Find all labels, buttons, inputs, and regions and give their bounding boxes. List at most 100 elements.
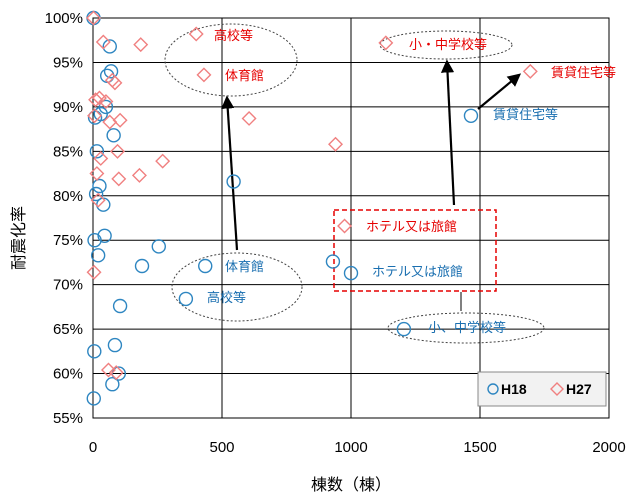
ellipse-h18-taiikukan-koukou bbox=[171, 252, 303, 322]
ellipse-h18-shouchu bbox=[387, 312, 545, 344]
h27-point bbox=[188, 26, 204, 42]
label-h27-hotel: ホテル又は旅館 bbox=[366, 220, 457, 235]
x-tick-labels: 0 500 1000 1500 2000 bbox=[89, 439, 626, 456]
h18-point bbox=[88, 186, 104, 202]
h27-point bbox=[155, 153, 171, 169]
h18-point bbox=[134, 258, 150, 274]
data-markers bbox=[86, 10, 538, 406]
annotation-arrows bbox=[221, 59, 522, 251]
h27-point bbox=[108, 365, 124, 381]
label-h18-taiikukan: 体育館 bbox=[225, 259, 264, 275]
h18-point bbox=[463, 108, 479, 123]
h27-point bbox=[102, 114, 118, 130]
y-tick-label: 65% bbox=[53, 321, 83, 338]
label-h27-chintai: 賃貸住宅等 bbox=[551, 65, 616, 81]
x-tick-label: 1500 bbox=[463, 439, 496, 456]
arrow-taiikukan bbox=[221, 95, 239, 251]
h27-point bbox=[522, 63, 538, 79]
y-tick-label: 90% bbox=[53, 99, 83, 116]
x-axis-label: 棟数（棟） bbox=[311, 475, 391, 494]
y-tick-label: 55% bbox=[53, 410, 83, 427]
h18-point bbox=[93, 106, 108, 122]
label-h27-koukou: 高校等 bbox=[214, 28, 253, 44]
legend-h18-label: H18 bbox=[501, 381, 527, 397]
h18-point bbox=[106, 128, 121, 143]
h27-point bbox=[337, 218, 353, 234]
h27-point bbox=[196, 67, 212, 83]
h18-point bbox=[343, 265, 359, 281]
h18-point bbox=[103, 64, 119, 79]
h18-point bbox=[178, 291, 194, 307]
h18-point bbox=[98, 99, 114, 115]
y-tick-labels: 55% 60% 65% 70% 75% 80% 85% 90% 95% 100% bbox=[45, 10, 83, 427]
y-tick-label: 95% bbox=[53, 54, 83, 71]
h18-point bbox=[396, 321, 412, 337]
label-h18-chintai: 賃貸住宅等 bbox=[493, 107, 558, 123]
h27-point bbox=[107, 75, 123, 91]
h27-point bbox=[133, 37, 149, 53]
h18-point bbox=[92, 178, 107, 194]
h18-point bbox=[86, 391, 101, 406]
h18-point bbox=[87, 344, 102, 359]
h27-point bbox=[86, 264, 102, 280]
label-h27-taiikukan: 体育館 bbox=[225, 68, 264, 84]
h27-point bbox=[100, 362, 116, 378]
box-hotel bbox=[333, 209, 497, 292]
y-tick-label: 70% bbox=[53, 277, 83, 294]
legend-box bbox=[477, 371, 607, 407]
x-tick-label: 500 bbox=[209, 439, 234, 456]
h18-point bbox=[325, 254, 341, 269]
legend-h27-label: H27 bbox=[566, 381, 592, 397]
h18-point bbox=[96, 197, 111, 212]
label-h18-hotel: ホテル又は旅館 bbox=[372, 265, 463, 280]
h18-point bbox=[112, 298, 128, 314]
h27-point bbox=[111, 171, 127, 187]
x-tick-label: 1000 bbox=[334, 439, 367, 456]
h27-point bbox=[112, 112, 128, 128]
arrow-chintai bbox=[477, 73, 522, 110]
legend-h18-marker bbox=[487, 383, 499, 395]
annotation-shapes bbox=[164, 23, 545, 344]
h18-point bbox=[198, 258, 213, 274]
h18-point bbox=[226, 174, 241, 189]
h27-point bbox=[110, 143, 125, 159]
label-h18-shouchu: 小、中学校等 bbox=[428, 320, 506, 336]
legend-h27-marker bbox=[550, 382, 564, 396]
x-tick-label: 2000 bbox=[592, 439, 625, 456]
h27-point bbox=[95, 34, 111, 50]
y-tick-label: 75% bbox=[53, 232, 83, 249]
h27-point bbox=[378, 35, 394, 51]
h18-point bbox=[90, 248, 106, 263]
h18-point bbox=[151, 239, 166, 254]
y-tick-label: 80% bbox=[53, 188, 83, 205]
h18-point bbox=[89, 144, 105, 159]
grid-lines bbox=[92, 17, 610, 419]
ellipse-h27-shouchu bbox=[379, 30, 513, 60]
h18-point bbox=[102, 39, 117, 54]
h18-point bbox=[105, 377, 120, 392]
arrow-shouchu bbox=[440, 59, 456, 206]
h18-point bbox=[97, 228, 112, 243]
h27-point bbox=[328, 136, 344, 152]
y-tick-label: 60% bbox=[53, 366, 83, 383]
x-tick-label: 0 bbox=[89, 439, 97, 456]
annotation-labels: 高校等 体育館 小・中学校等 賃貸住宅等 ホテル又は旅館 体育館 高校等 ホテル… bbox=[207, 28, 616, 336]
h27-point bbox=[88, 92, 104, 108]
h27-point bbox=[93, 150, 109, 166]
h27-point bbox=[86, 10, 102, 26]
h27-point bbox=[89, 166, 105, 182]
y-tick-label: 85% bbox=[53, 143, 83, 160]
y-axis-label: 耐震化率 bbox=[9, 206, 28, 270]
h27-point bbox=[90, 192, 106, 208]
h27-point bbox=[87, 108, 103, 124]
h27-point bbox=[98, 94, 114, 110]
h27-point bbox=[91, 90, 107, 106]
h18-point bbox=[87, 233, 102, 248]
legend: H18 H27 bbox=[477, 371, 607, 407]
label-h18-koukou: 高校等 bbox=[207, 290, 246, 306]
h27-point bbox=[241, 110, 257, 126]
label-h27-shouchu: 小・中学校等 bbox=[409, 37, 487, 53]
h27-point bbox=[131, 167, 147, 183]
h18-point bbox=[107, 337, 123, 353]
